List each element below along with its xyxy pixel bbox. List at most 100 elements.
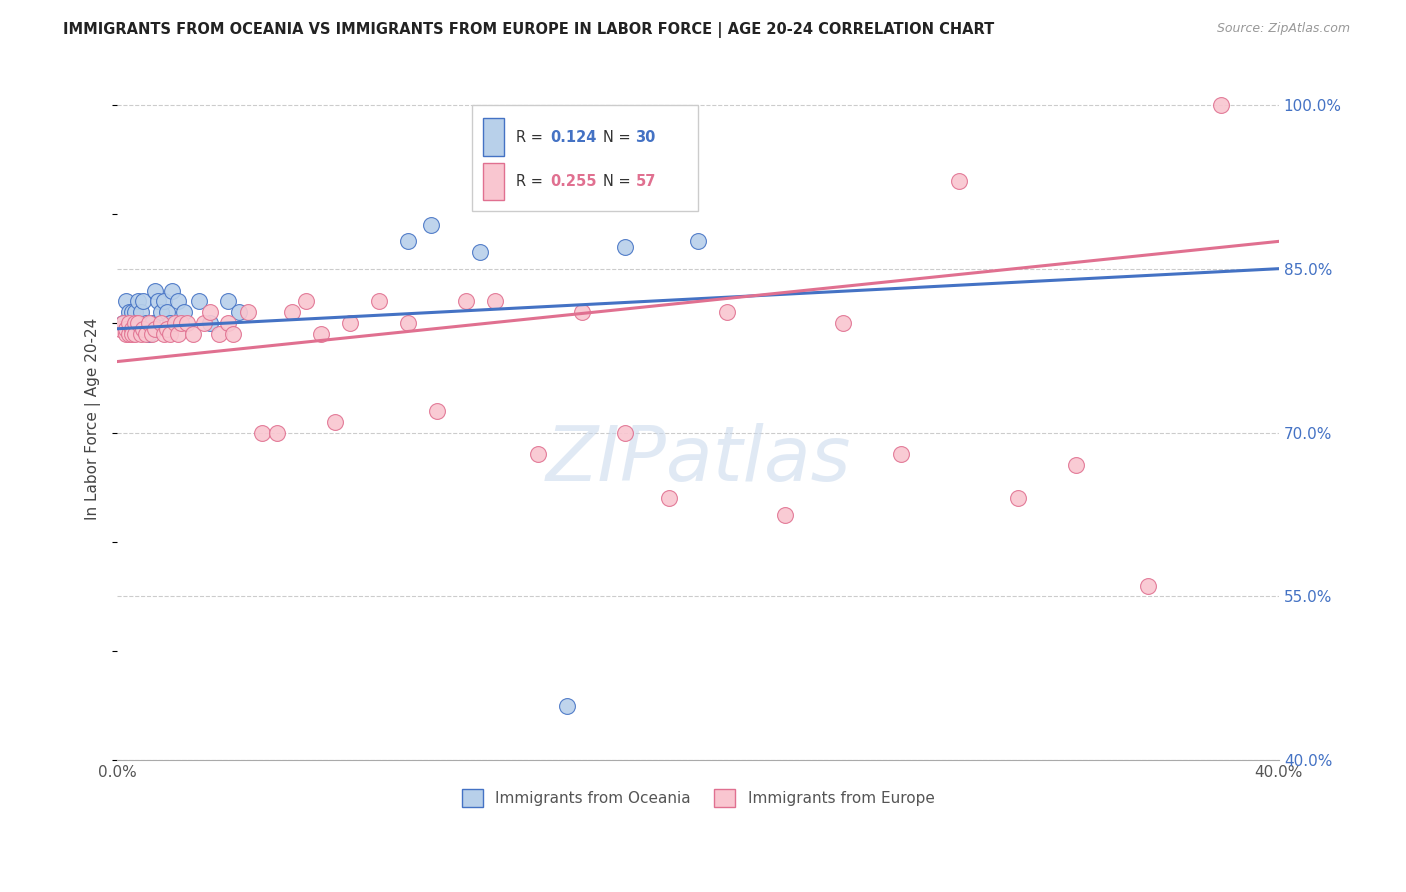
Point	[138, 327, 160, 342]
Point	[228, 305, 250, 319]
Point	[170, 316, 193, 330]
Point	[152, 294, 174, 309]
Point	[159, 327, 181, 342]
Point	[716, 305, 738, 319]
Point	[115, 327, 138, 342]
Point	[132, 322, 155, 336]
Point	[208, 327, 231, 342]
Point	[115, 294, 138, 309]
Point	[557, 698, 579, 713]
Point	[1064, 458, 1087, 473]
Text: 57: 57	[636, 174, 655, 189]
Point	[129, 305, 152, 319]
Point	[167, 327, 190, 342]
Point	[396, 316, 419, 330]
Text: IMMIGRANTS FROM OCEANIA VS IMMIGRANTS FROM EUROPE IN LABOR FORCE | AGE 20-24 COR: IMMIGRANTS FROM OCEANIA VS IMMIGRANTS FR…	[63, 22, 994, 38]
Point	[121, 327, 143, 342]
Point	[141, 327, 163, 342]
Point	[454, 294, 477, 309]
Point	[1209, 97, 1232, 112]
Point	[124, 316, 146, 330]
Point	[773, 508, 796, 522]
Point	[426, 403, 449, 417]
Point	[236, 305, 259, 319]
Point	[146, 294, 169, 309]
Point	[138, 316, 160, 330]
Point	[156, 322, 179, 336]
Point	[167, 294, 190, 309]
Point	[658, 491, 681, 505]
Point	[124, 305, 146, 319]
Point	[200, 316, 222, 330]
Point	[149, 316, 172, 330]
Point	[127, 294, 149, 309]
Point	[614, 240, 637, 254]
Point	[470, 245, 492, 260]
Point	[367, 294, 389, 309]
Text: 30: 30	[636, 130, 655, 145]
FancyBboxPatch shape	[471, 104, 699, 211]
Point	[323, 415, 346, 429]
Point	[217, 316, 239, 330]
Point	[217, 294, 239, 309]
Y-axis label: In Labor Force | Age 20-24: In Labor Force | Age 20-24	[86, 318, 101, 520]
Point	[1007, 491, 1029, 505]
Text: ZIPatlas: ZIPatlas	[546, 423, 851, 497]
Point	[200, 305, 222, 319]
Point	[115, 322, 138, 336]
Point	[1137, 578, 1160, 592]
Point	[419, 218, 441, 232]
Point	[222, 327, 245, 342]
FancyBboxPatch shape	[484, 163, 505, 201]
Point	[280, 305, 302, 319]
Text: 0.124: 0.124	[551, 130, 598, 145]
FancyBboxPatch shape	[484, 119, 505, 156]
Point	[173, 305, 195, 319]
Point	[121, 322, 143, 336]
Point	[143, 322, 166, 336]
Point	[112, 316, 135, 330]
Point	[571, 305, 593, 319]
Point	[159, 316, 181, 330]
Text: 0.255: 0.255	[551, 174, 598, 189]
Point	[112, 316, 135, 330]
Point	[124, 327, 146, 342]
Point	[118, 316, 141, 330]
Point	[135, 327, 157, 342]
Point	[193, 316, 215, 330]
Text: N =: N =	[603, 130, 636, 145]
Point	[484, 294, 506, 309]
Point	[118, 305, 141, 319]
Point	[527, 447, 550, 461]
Point	[890, 447, 912, 461]
Point	[152, 327, 174, 342]
Text: R =: R =	[516, 130, 547, 145]
Point	[688, 235, 710, 249]
Point	[118, 327, 141, 342]
Point	[176, 316, 198, 330]
Point	[266, 425, 288, 440]
Point	[143, 284, 166, 298]
Point	[156, 305, 179, 319]
Point	[252, 425, 274, 440]
Text: Source: ZipAtlas.com: Source: ZipAtlas.com	[1216, 22, 1350, 36]
Point	[948, 174, 970, 188]
Point	[309, 327, 332, 342]
Point	[129, 327, 152, 342]
Text: R =: R =	[516, 174, 547, 189]
Point	[127, 316, 149, 330]
Point	[295, 294, 318, 309]
Point	[132, 294, 155, 309]
Point	[396, 235, 419, 249]
Point	[614, 425, 637, 440]
Point	[141, 316, 163, 330]
Point	[135, 316, 157, 330]
Point	[339, 316, 361, 330]
Point	[187, 294, 209, 309]
Point	[149, 305, 172, 319]
Point	[181, 327, 204, 342]
Point	[165, 316, 187, 330]
Point	[162, 284, 184, 298]
Point	[121, 305, 143, 319]
Text: N =: N =	[603, 174, 636, 189]
